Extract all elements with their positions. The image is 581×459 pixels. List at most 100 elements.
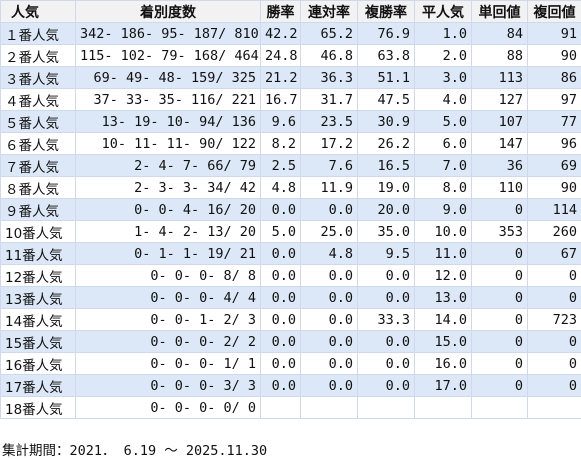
- finish-counts-cell: 2- 4- 7- 66/ 79: [75, 154, 261, 177]
- rank-cell: 17番人気: [0, 374, 76, 397]
- finish-counts-cell: 0- 0- 0- 2/ 2: [75, 330, 261, 353]
- win-rate-cell: 0.0: [260, 330, 301, 353]
- avg-popularity-cell: 10.0: [414, 220, 472, 243]
- rank-cell: ８番人気: [0, 176, 76, 199]
- win-return-cell: 127: [471, 88, 528, 111]
- show-return-cell: 97: [527, 88, 581, 111]
- table-row: ３番人気 69- 49- 48- 159/ 325 21.2 36.3 51.1 3.0 1…: [0, 66, 581, 89]
- show-rate-cell: 63.8: [357, 44, 415, 67]
- win-rate-cell: 2.5: [260, 154, 301, 177]
- show-return-cell: 77: [527, 110, 581, 133]
- finish-counts-cell: 0- 0- 0- 3/ 3: [75, 374, 261, 397]
- finish-counts-cell: 0- 1- 1- 19/ 21: [75, 242, 261, 265]
- show-rate-cell: 51.1: [357, 66, 415, 89]
- quinella-rate-cell: 0.0: [300, 286, 358, 309]
- table-row: ２番人気 115- 102- 79- 168/ 464 24.8 46.8 63.8 2.…: [0, 44, 581, 67]
- show-return-cell: 90: [527, 176, 581, 199]
- show-rate-cell: 47.5: [357, 88, 415, 111]
- finish-counts-cell: 0- 0- 0- 4/ 4: [75, 286, 261, 309]
- quinella-rate-cell: 65.2: [300, 22, 358, 45]
- show-return-cell: 0: [527, 330, 581, 353]
- table-row: ５番人気 13- 19- 10- 94/ 136 9.6 23.5 30.9 5.0 107…: [0, 110, 581, 133]
- popularity-stats-table: 人気 着別度数 勝率 連対率 複勝率 平人気 単回値 複回値 １番人気 342- …: [0, 0, 581, 419]
- finish-counts-cell: 0- 0- 0- 8/ 8: [75, 264, 261, 287]
- quinella-rate-cell: 23.5: [300, 110, 358, 133]
- show-return-cell: 90: [527, 44, 581, 67]
- finish-counts-cell: 342- 186- 95- 187/ 810: [75, 22, 261, 45]
- win-return-cell: 107: [471, 110, 528, 133]
- avg-popularity-cell: [414, 396, 472, 419]
- table-row: ４番人気 37- 33- 35- 116/ 221 16.7 31.7 47.5 4.0 1…: [0, 88, 581, 111]
- table-row: ７番人気 2- 4- 7- 66/ 79 2.5 7.6 16.5 7.0 36 69: [0, 154, 581, 177]
- table-row: 13番人気 0- 0- 0- 4/ 4 0.0 0.0 0.0 13.0 0 0: [0, 286, 581, 309]
- win-rate-cell: 0.0: [260, 308, 301, 331]
- show-rate-cell: 0.0: [357, 264, 415, 287]
- table-row: 11番人気 0- 1- 1- 19/ 21 0.0 4.8 9.5 11.0 0 67: [0, 242, 581, 265]
- finish-counts-cell: 37- 33- 35- 116/ 221: [75, 88, 261, 111]
- quinella-rate-cell: 4.8: [300, 242, 358, 265]
- finish-counts-cell: 1- 4- 2- 13/ 20: [75, 220, 261, 243]
- win-return-cell: [471, 396, 528, 419]
- win-rate-cell: 0.0: [260, 242, 301, 265]
- show-return-cell: 723: [527, 308, 581, 331]
- header-avg-popularity: 平人気: [414, 0, 472, 23]
- show-return-cell: 86: [527, 66, 581, 89]
- show-return-cell: 69: [527, 154, 581, 177]
- show-return-cell: [527, 396, 581, 419]
- win-rate-cell: 0.0: [260, 264, 301, 287]
- quinella-rate-cell: 0.0: [300, 352, 358, 375]
- header-show-rate: 複勝率: [357, 0, 415, 23]
- win-return-cell: 0: [471, 330, 528, 353]
- avg-popularity-cell: 11.0: [414, 242, 472, 265]
- avg-popularity-cell: 4.0: [414, 88, 472, 111]
- win-rate-cell: 4.8: [260, 176, 301, 199]
- table-row: 15番人気 0- 0- 0- 2/ 2 0.0 0.0 0.0 15.0 0 0: [0, 330, 581, 353]
- rank-cell: ２番人気: [0, 44, 76, 67]
- table-row: 18番人気 0- 0- 0- 0/ 0: [0, 396, 581, 419]
- finish-counts-cell: 0- 0- 0- 1/ 1: [75, 352, 261, 375]
- quinella-rate-cell: 11.9: [300, 176, 358, 199]
- finish-counts-cell: 13- 19- 10- 94/ 136: [75, 110, 261, 133]
- table-row: 17番人気 0- 0- 0- 3/ 3 0.0 0.0 0.0 17.0 0 0: [0, 374, 581, 397]
- header-win-return: 単回値: [471, 0, 528, 23]
- show-return-cell: 0: [527, 286, 581, 309]
- show-rate-cell: 26.2: [357, 132, 415, 155]
- show-return-cell: 260: [527, 220, 581, 243]
- quinella-rate-cell: 0.0: [300, 198, 358, 221]
- show-rate-cell: 0.0: [357, 286, 415, 309]
- header-row: 人気 着別度数 勝率 連対率 複勝率 平人気 単回値 複回値: [0, 0, 581, 23]
- show-return-cell: 91: [527, 22, 581, 45]
- header-popularity: 人気: [0, 0, 76, 23]
- rank-cell: ６番人気: [0, 132, 76, 155]
- show-rate-cell: 30.9: [357, 110, 415, 133]
- show-rate-cell: 33.3: [357, 308, 415, 331]
- avg-popularity-cell: 1.0: [414, 22, 472, 45]
- header-quinella-rate: 連対率: [300, 0, 358, 23]
- show-rate-cell: [357, 396, 415, 419]
- avg-popularity-cell: 3.0: [414, 66, 472, 89]
- avg-popularity-cell: 14.0: [414, 308, 472, 331]
- win-rate-cell: 0.0: [260, 352, 301, 375]
- show-return-cell: 67: [527, 242, 581, 265]
- avg-popularity-cell: 13.0: [414, 286, 472, 309]
- show-return-cell: 0: [527, 352, 581, 375]
- win-return-cell: 0: [471, 286, 528, 309]
- win-return-cell: 0: [471, 352, 528, 375]
- header-finish-counts: 着別度数: [75, 0, 261, 23]
- finish-counts-cell: 10- 11- 11- 90/ 122: [75, 132, 261, 155]
- show-rate-cell: 20.0: [357, 198, 415, 221]
- avg-popularity-cell: 16.0: [414, 352, 472, 375]
- win-return-cell: 84: [471, 22, 528, 45]
- avg-popularity-cell: 15.0: [414, 330, 472, 353]
- rank-cell: 16番人気: [0, 352, 76, 375]
- win-return-cell: 113: [471, 66, 528, 89]
- show-rate-cell: 76.9: [357, 22, 415, 45]
- quinella-rate-cell: 31.7: [300, 88, 358, 111]
- show-rate-cell: 16.5: [357, 154, 415, 177]
- quinella-rate-cell: 25.0: [300, 220, 358, 243]
- avg-popularity-cell: 12.0: [414, 264, 472, 287]
- win-return-cell: 353: [471, 220, 528, 243]
- rank-cell: ９番人気: [0, 198, 76, 221]
- quinella-rate-cell: 0.0: [300, 308, 358, 331]
- avg-popularity-cell: 7.0: [414, 154, 472, 177]
